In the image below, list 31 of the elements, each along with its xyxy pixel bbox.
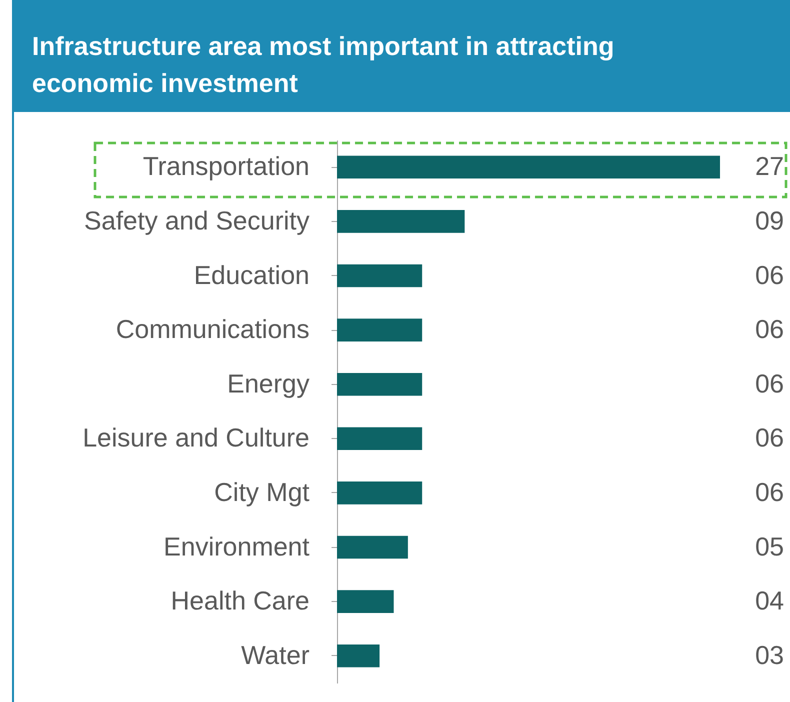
- chart-title: Infrastructure area most important in attracting economic investment: [32, 31, 614, 98]
- y-tick-label: Energy: [227, 368, 310, 398]
- y-tick-label: Education: [194, 260, 310, 290]
- bar: [337, 372, 422, 396]
- y-tick-label: Health Care: [170, 586, 310, 616]
- data-label: 06: [755, 368, 784, 398]
- y-tick-label: City Mgt: [214, 476, 310, 507]
- y-tick-label: Water: [241, 640, 310, 670]
- data-label: 05: [755, 531, 784, 562]
- bar: [337, 590, 394, 613]
- data-label: 06: [755, 260, 784, 290]
- data-label: 03: [755, 640, 784, 670]
- y-tick-label: Safety and Security: [84, 205, 310, 236]
- bar: [337, 644, 380, 668]
- y-tick-label: Communications: [116, 314, 310, 344]
- bar: [337, 536, 408, 559]
- bar: [337, 482, 422, 504]
- data-label: 09: [755, 205, 784, 236]
- bar: [337, 427, 422, 450]
- bar: [337, 264, 422, 288]
- data-label: 06: [755, 476, 784, 507]
- data-label: 04: [755, 586, 784, 616]
- y-tick-label: Environment: [164, 531, 310, 562]
- data-label: 27: [755, 151, 784, 182]
- data-label: 06: [755, 422, 784, 453]
- bar: [337, 156, 720, 179]
- data-label: 06: [755, 314, 784, 344]
- bar: [337, 318, 422, 342]
- y-tick-label: Transportation: [142, 151, 310, 182]
- y-tick-label: Leisure and Culture: [82, 422, 310, 453]
- bar: [337, 210, 465, 233]
